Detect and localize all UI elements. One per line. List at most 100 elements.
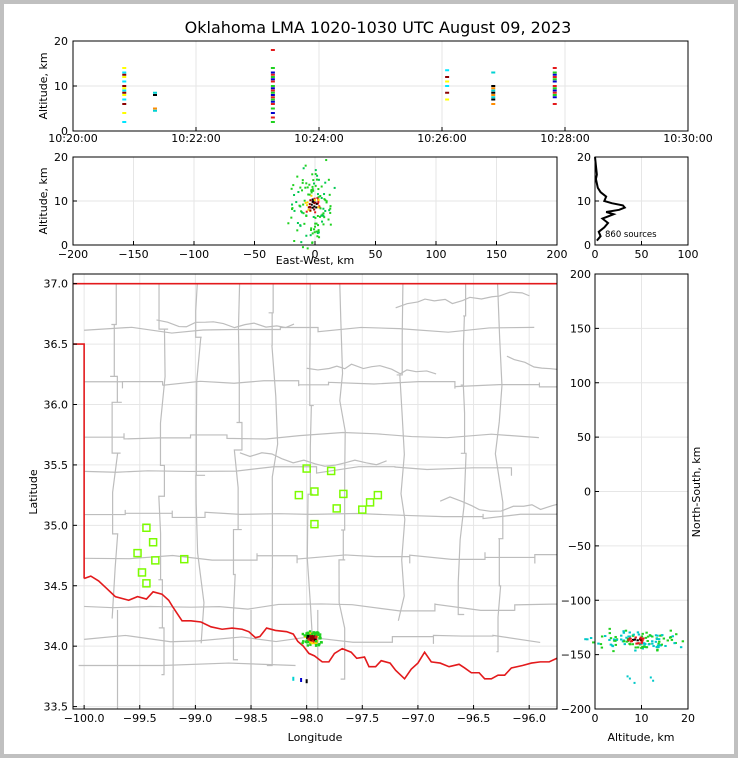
p2-source-mark bbox=[302, 212, 305, 215]
p4-grid bbox=[73, 274, 557, 709]
p5-source-mark bbox=[639, 636, 642, 639]
p2-source-mark bbox=[313, 231, 316, 234]
p2-source-mark bbox=[323, 193, 326, 196]
p1-source-mark bbox=[122, 85, 127, 87]
plan-source-mark bbox=[314, 644, 318, 647]
figure-canvas: Oklahoma LMA 1020-1030 UTC August 09, 20… bbox=[4, 4, 734, 754]
p4-xlabel: Longitude bbox=[288, 731, 343, 744]
p5-source-mark bbox=[655, 637, 659, 640]
plan-source-mark bbox=[304, 635, 307, 639]
p2-source-mark bbox=[317, 230, 320, 233]
lma-station-marker bbox=[148, 538, 158, 547]
p2-source-mark bbox=[299, 224, 302, 227]
p2-source-mark bbox=[307, 193, 310, 196]
p5-source-mark bbox=[609, 643, 613, 646]
p2-ticks: −200 −150 −100 −50 0 50 100 150 200 0 10 20 bbox=[54, 151, 568, 261]
p2-source-mark bbox=[306, 186, 309, 189]
plan-source-mark bbox=[306, 631, 310, 634]
plan-source-mark bbox=[309, 635, 313, 638]
p5-source-mark bbox=[651, 640, 654, 643]
p5-source-mark bbox=[640, 646, 643, 649]
p5-source-mark bbox=[614, 639, 617, 642]
p5-tick-label-y: −200 bbox=[561, 703, 591, 716]
p5-outlier-mark bbox=[628, 677, 631, 680]
p2-source-mark bbox=[304, 186, 307, 189]
p1-source-mark bbox=[153, 91, 157, 94]
p2-source-mark bbox=[293, 209, 296, 212]
p2-source-mark bbox=[291, 207, 294, 210]
p2-source-mark bbox=[322, 207, 325, 210]
p1-grid bbox=[73, 41, 688, 131]
lma-station-marker bbox=[332, 504, 341, 513]
p5-source-mark bbox=[655, 646, 658, 649]
p2-tick-label-y: 20 bbox=[54, 151, 68, 164]
p2-source-mark bbox=[329, 211, 332, 214]
p1-tick-label-x: 10:30:00 bbox=[663, 132, 712, 145]
p5-source-mark bbox=[673, 642, 676, 645]
p2-source-mark bbox=[310, 203, 313, 206]
county-line bbox=[84, 603, 557, 612]
p2-source-mark bbox=[314, 184, 317, 187]
p2-source-mark bbox=[310, 189, 313, 192]
p2-source-mark bbox=[312, 215, 315, 218]
p1-tick-label-x: 10:24:00 bbox=[294, 132, 343, 145]
p1-source-mark bbox=[153, 94, 157, 96]
p1-source-mark bbox=[122, 94, 127, 96]
p5-source-mark bbox=[608, 627, 611, 630]
p1-tick-label-x: 10:22:00 bbox=[171, 132, 220, 145]
p2-tick-label-x: −200 bbox=[58, 248, 88, 261]
p1-source-mark bbox=[491, 89, 496, 92]
plan-source-mark bbox=[303, 634, 306, 637]
p2-source-mark bbox=[322, 212, 325, 215]
p2-source-mark bbox=[297, 191, 300, 194]
p5-source-mark bbox=[628, 631, 631, 634]
p2-source-mark bbox=[300, 210, 303, 213]
p2-source-mark bbox=[315, 230, 318, 233]
p4-ticks: −100.0 −99.5 −99.0 −98.5 −98.0 −97.5 −97.0 −96.… bbox=[44, 278, 547, 725]
p5-source-mark bbox=[656, 648, 659, 651]
county-line bbox=[158, 283, 169, 676]
p5-tick-label-x: 10 bbox=[635, 712, 649, 725]
p5-source-mark bbox=[651, 635, 654, 638]
p5-source-mark bbox=[625, 636, 628, 639]
p5-source-mark bbox=[656, 644, 660, 647]
p5-source-mark bbox=[646, 639, 649, 642]
p2-source-mark bbox=[311, 198, 314, 201]
p2-source-mark bbox=[313, 202, 316, 205]
p1-source-mark bbox=[445, 80, 450, 83]
p2-tick-label-x: −100 bbox=[179, 248, 209, 261]
p5-source-mark bbox=[622, 631, 626, 634]
p2-source-mark bbox=[314, 169, 317, 172]
p1-source-mark bbox=[122, 73, 127, 76]
p5-source-mark bbox=[654, 634, 658, 637]
p2-tick-label-x: 200 bbox=[547, 248, 568, 261]
p1-source-mark bbox=[552, 71, 557, 74]
p1-source-mark bbox=[270, 76, 275, 78]
p5-ylabel: North-South, km bbox=[690, 447, 703, 538]
p2-source-mark bbox=[301, 211, 304, 214]
p1-source-mark bbox=[270, 116, 275, 119]
plan-source-mark bbox=[306, 640, 310, 644]
p4-tick-label-y: 35.5 bbox=[44, 459, 69, 472]
p5-source-mark bbox=[623, 643, 626, 646]
p2-source-mark bbox=[290, 187, 293, 190]
plan-source-mark bbox=[301, 632, 305, 636]
p2-source-mark bbox=[317, 200, 320, 203]
p5-source-mark bbox=[648, 634, 652, 637]
plan-source-mark bbox=[313, 633, 317, 636]
p2-source-mark bbox=[315, 202, 318, 205]
panel-alt-ew: −200 −150 −100 −50 0 50 100 150 200 0 10 20 Altitud… bbox=[37, 151, 568, 267]
p1-source-mark bbox=[491, 91, 496, 94]
county-line bbox=[84, 552, 557, 564]
p1-tick-label-y: 20 bbox=[54, 35, 68, 48]
p1-source-mark bbox=[445, 69, 450, 72]
p5-outlier-mark bbox=[633, 681, 636, 684]
p2-source-mark bbox=[327, 218, 330, 221]
p2-source-mark bbox=[308, 183, 311, 186]
p5-source-mark bbox=[662, 637, 666, 640]
p2-source-mark bbox=[315, 206, 318, 209]
p2-source-mark bbox=[314, 173, 317, 176]
p1-source-mark bbox=[270, 80, 275, 83]
p5-source-mark bbox=[647, 643, 651, 646]
